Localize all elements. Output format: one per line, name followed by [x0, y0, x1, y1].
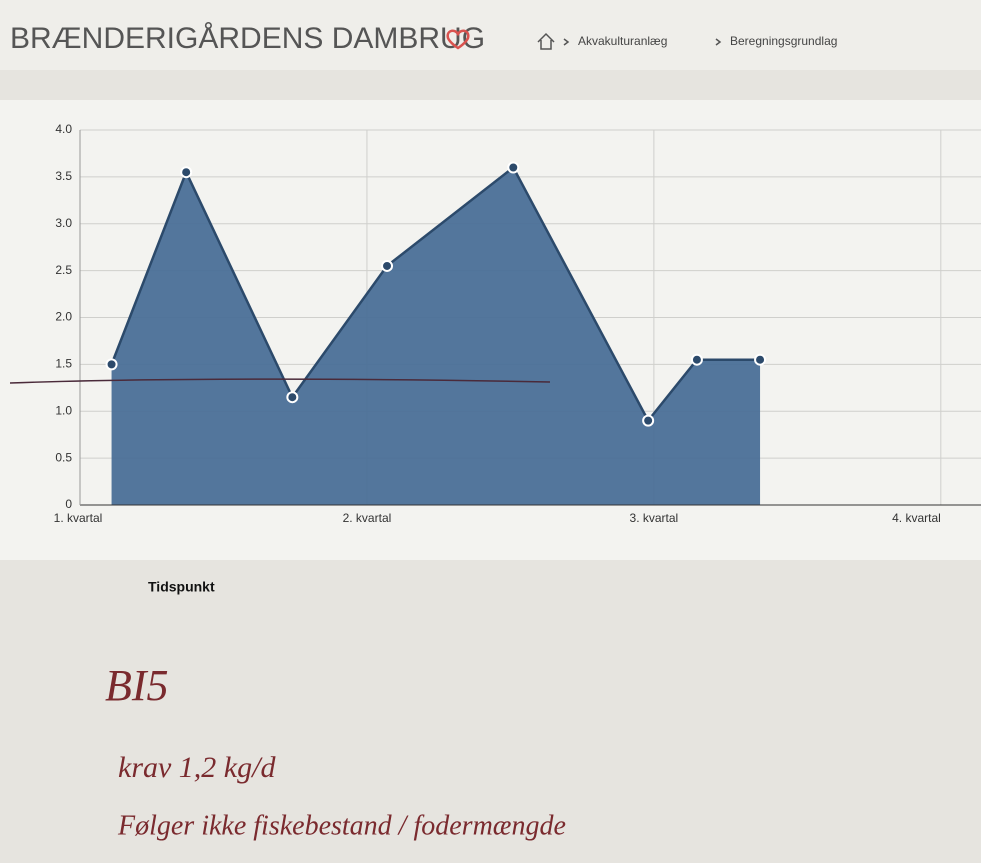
y-tick-label: 0 — [65, 497, 72, 511]
x-tick-label: 2. kvartal — [343, 511, 392, 525]
point — [755, 355, 765, 365]
y-tick-label: 3.5 — [55, 169, 72, 183]
point — [107, 359, 117, 369]
point — [508, 163, 518, 173]
y-tick-label: 2.0 — [55, 310, 72, 324]
point — [287, 392, 297, 402]
y-tick-label: 2.5 — [55, 263, 72, 277]
handwritten-note: Følger ikke fiskebestand / fodermængde — [117, 810, 566, 841]
y-tick-label: 0.5 — [55, 450, 72, 464]
point — [643, 416, 653, 426]
x-axis-label: Tidspunkt — [148, 579, 215, 595]
y-tick-label: 1.0 — [55, 403, 72, 417]
handwritten-note: BI5 — [105, 661, 169, 710]
y-tick-label: 3.0 — [55, 216, 72, 230]
x-tick-label: 1. kvartal — [54, 511, 103, 525]
breadcrumb[interactable]: Beregningsgrundlag — [730, 34, 837, 48]
page: { "header": { "title": "BRÆNDERIGÅRDENS … — [0, 0, 981, 863]
y-tick-label: 1.5 — [55, 357, 72, 371]
point — [382, 261, 392, 271]
point — [692, 355, 702, 365]
y-tick-label: 4.0 — [55, 122, 72, 136]
x-tick-label: 4. kvartal — [892, 511, 941, 525]
breadcrumb[interactable]: Akvakulturanlæg — [578, 34, 667, 48]
site-title: BRÆNDERIGÅRDENS DAMBRUG — [10, 22, 485, 55]
x-tick-label: 3. kvartal — [630, 511, 679, 525]
point — [181, 167, 191, 177]
handwritten-note: krav 1,2 kg/d — [118, 751, 276, 784]
screenshot: BRÆNDERIGÅRDENS DAMBRUG Akvakulturanlæg … — [0, 0, 981, 863]
